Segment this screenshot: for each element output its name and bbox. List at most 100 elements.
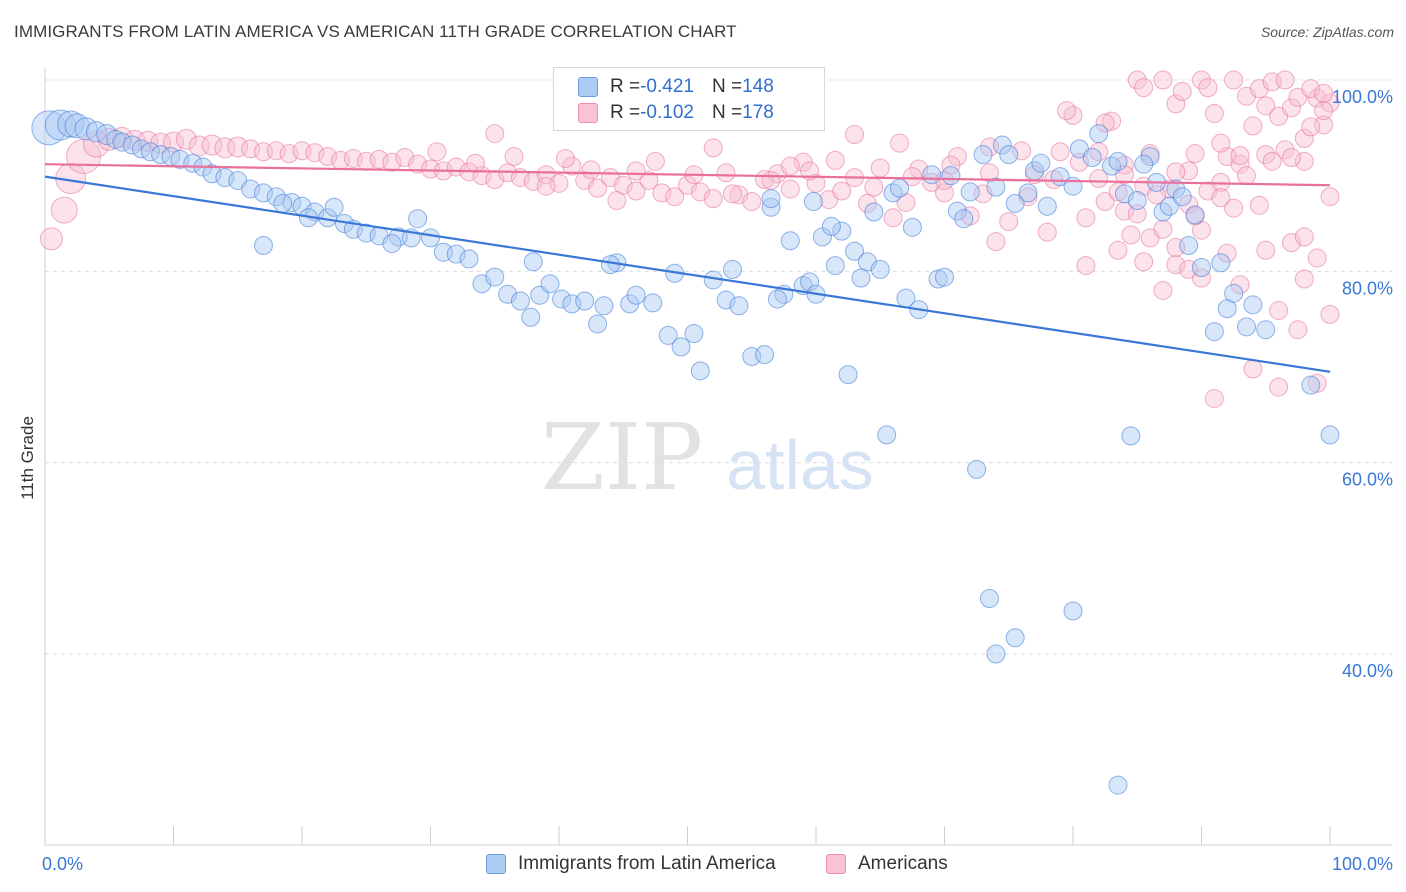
immigrants-point [1166,179,1186,199]
x-tick-label: 100.0% [1332,854,1393,874]
americans-point [883,208,903,228]
immigrants-point [1243,295,1263,315]
americans-point [1089,169,1109,189]
immigrants-point [986,644,1006,664]
immigrants-point [870,259,890,279]
immigrants-point [902,217,922,237]
legend-row-pink: R = -0.102 N = 178 [578,101,774,125]
immigrants-point [755,345,775,365]
immigrants-point [85,121,107,143]
legend-r-label: R = [610,102,641,123]
watermark: ZIP atlas [541,404,874,511]
americans-point [1256,96,1276,116]
immigrants-point [170,149,190,169]
legend-row-blue: R = -0.421 N = 148 [578,75,774,99]
americans-point [1037,222,1057,242]
americans-point [1217,243,1237,263]
immigrants-point [1236,317,1256,337]
americans-point [1243,116,1263,136]
immigrants-point [521,307,541,327]
immigrants-point [658,325,678,345]
americans-point [1204,389,1224,409]
y-axis-label: 11th Grade [18,416,37,500]
immigrants-point [832,221,852,241]
americans-point [1243,359,1263,379]
immigrants-point [562,294,582,314]
americans-point [800,161,820,181]
immigrants-point [1192,258,1211,278]
americans-point [305,143,325,163]
immigrants-point [690,361,710,381]
immigrants-point [408,209,428,229]
axes [44,68,1392,846]
americans-point [1069,152,1089,172]
immigrants-point [626,285,646,305]
americans-point [1211,188,1231,208]
immigrants-point [1204,322,1224,342]
americans-point [163,131,184,153]
americans-point [1320,304,1340,324]
immigrants-point [1127,191,1147,211]
immigrants-point [523,252,543,272]
americans-point [382,152,402,172]
americans-point [1269,301,1289,321]
immigrants-point [1211,253,1231,273]
immigrants-point [421,228,440,248]
americans-point [825,150,845,170]
immigrants-point [922,165,942,185]
americans-trendline [44,163,1331,187]
immigrants-point [215,168,235,188]
americans-point [716,163,736,183]
immigrants-point [356,223,376,243]
immigrants-point [935,267,954,287]
immigrants-point [1108,775,1128,795]
americans-point [626,161,646,181]
americans-point [626,181,646,201]
immigrants-point [821,216,841,236]
americans-point [1095,113,1115,133]
americans-point [1076,256,1096,276]
americans-point [504,147,524,167]
immigrants-point [954,209,974,229]
americans-point [50,196,78,224]
americans-point [1288,320,1308,340]
americans-point [1301,117,1321,137]
americans-point [279,144,299,164]
americans-point [175,128,197,150]
immigrants-point [941,166,961,186]
americans-point [408,154,428,174]
immigrants-point [241,179,261,199]
immigrants-point [1082,147,1102,167]
americans-point [266,141,286,161]
immigrants-point [446,244,466,264]
americans-point [1166,162,1186,182]
legend-r-value: -0.421 [640,76,694,97]
immigrants-point [643,293,663,313]
americans-point [780,179,800,199]
legend-swatch-blue [578,77,598,97]
americans-point [1314,83,1334,103]
americans-point [902,167,922,187]
bottom-legend-swatch-pink [826,854,846,874]
americans-point [1281,233,1301,253]
immigrants-point [1159,196,1179,216]
immigrants-point [960,182,980,202]
americans-point [1076,208,1096,228]
immigrants-point [1037,196,1057,216]
americans-point [652,183,672,203]
watermark-atlas: atlas [726,426,874,504]
immigrants-point [838,365,858,385]
immigrants-point [992,135,1012,155]
americans-point [607,191,627,211]
americans-point [549,173,569,193]
immigrants-point [671,337,691,357]
americans-point [1172,81,1192,101]
americans-point [562,156,582,176]
immigrants-point [64,113,90,139]
immigrants-point [1140,147,1160,167]
americans-point [588,178,608,198]
americans-point [703,189,723,209]
americans-point [1192,70,1211,90]
immigrants-point [716,290,736,310]
